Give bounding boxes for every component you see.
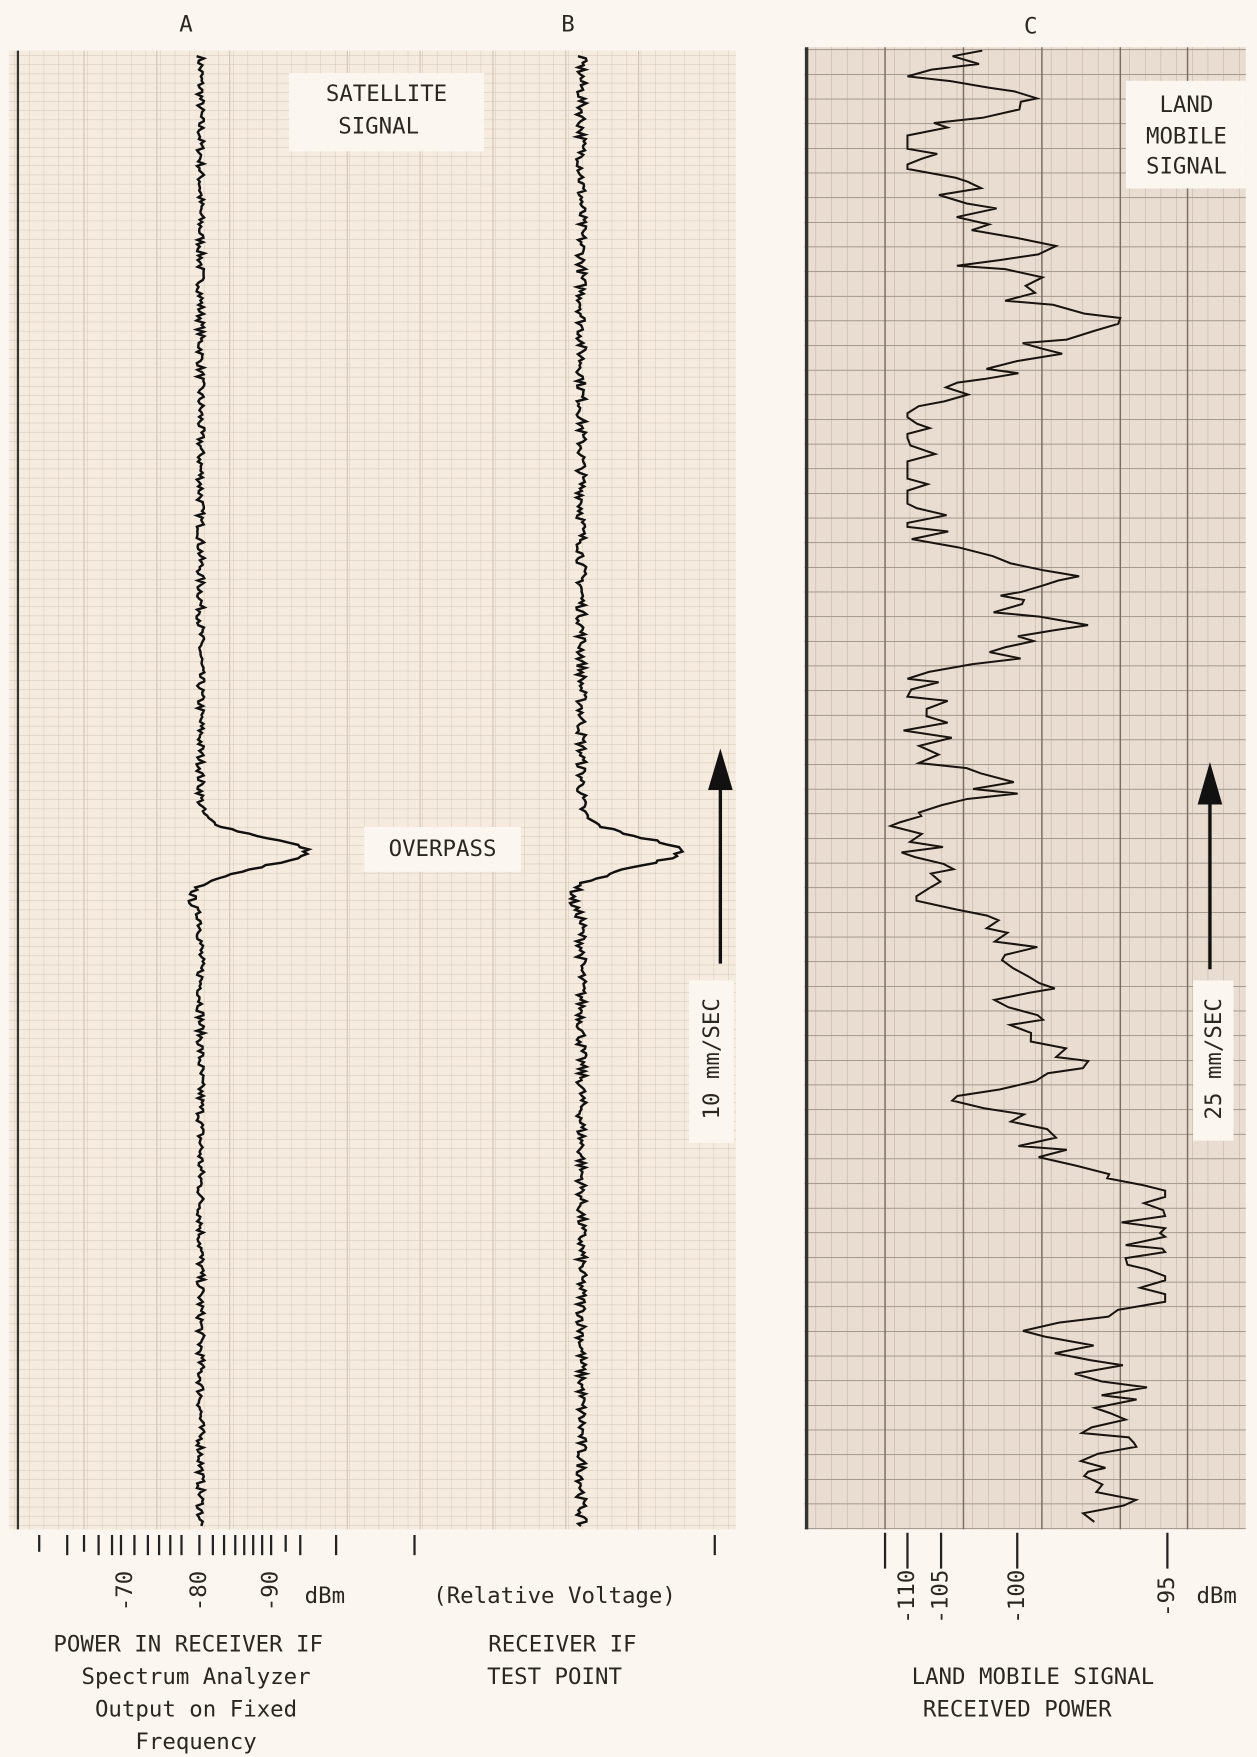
caption: LAND MOBILE SIGNAL bbox=[912, 1664, 1155, 1690]
axis-ticks bbox=[38, 1532, 1169, 1569]
grid-left bbox=[8, 50, 737, 1530]
overpass-label: OVERPASS bbox=[389, 836, 497, 862]
caption: Output on Fixed bbox=[95, 1696, 297, 1722]
signal-trace bbox=[187, 55, 313, 1527]
arrowhead bbox=[708, 748, 733, 790]
arrowhead bbox=[1197, 761, 1223, 805]
axis-note: (Relative Voltage) bbox=[433, 1583, 676, 1609]
caption: TEST POINT bbox=[487, 1664, 622, 1690]
traces bbox=[187, 49, 1168, 1527]
axis-tick-label: -105 bbox=[928, 1570, 954, 1624]
axis-tick-label: -90 bbox=[258, 1571, 284, 1611]
label-box bbox=[364, 826, 521, 872]
speed-label: 10 mm/SEC bbox=[699, 998, 725, 1119]
axis-unit: dBm bbox=[1196, 1583, 1236, 1609]
axis-tick-label: -80 bbox=[186, 1571, 212, 1611]
axis-tick-label: -100 bbox=[1004, 1570, 1030, 1624]
axis-tick-label: -110 bbox=[894, 1570, 920, 1624]
label-box bbox=[688, 980, 734, 1143]
panel-letter: A bbox=[179, 11, 193, 37]
axis-tick-label: -70 bbox=[112, 1571, 138, 1611]
signal-trace bbox=[567, 54, 685, 1527]
major-grid bbox=[83, 47, 1189, 1530]
signal-label: SIGNAL bbox=[1146, 154, 1227, 180]
caption: Spectrum Analyzer bbox=[81, 1664, 310, 1690]
caption: RECEIVER IF bbox=[488, 1631, 636, 1657]
panel-letter: B bbox=[561, 11, 574, 37]
signal-label: MOBILE bbox=[1146, 123, 1227, 149]
panel-letter: C bbox=[1024, 14, 1037, 40]
label-box bbox=[289, 72, 484, 152]
signal-label: LAND bbox=[1159, 92, 1213, 118]
grid-right bbox=[804, 47, 1246, 1530]
label-box bbox=[1125, 80, 1246, 189]
axis-unit: dBm bbox=[305, 1583, 345, 1609]
signal-label: SIGNAL bbox=[338, 113, 419, 139]
caption: POWER IN RECEIVER IF bbox=[53, 1631, 323, 1657]
signal-label: SATELLITE bbox=[326, 81, 447, 107]
caption: RECEIVED POWER bbox=[923, 1696, 1112, 1722]
speed-label: 25 mm/SEC bbox=[1201, 998, 1227, 1119]
axis-tick-label: -95 bbox=[1154, 1576, 1180, 1616]
label-box bbox=[1193, 980, 1234, 1141]
caption: Frequency bbox=[135, 1729, 256, 1755]
signal-trace bbox=[887, 49, 1168, 1523]
